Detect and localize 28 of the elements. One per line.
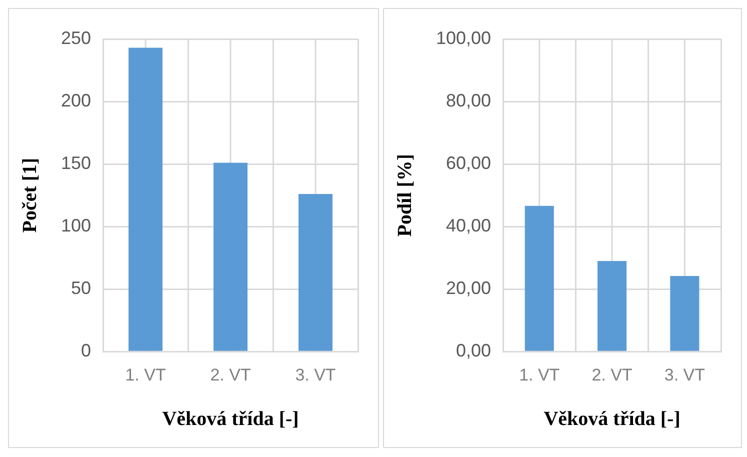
x-axis-title: Věková třída [-] (544, 408, 680, 430)
x-tick-label: 3. VT (664, 365, 705, 384)
y-tick-label: 40,00 (446, 216, 492, 236)
y-tick-label: 50 (71, 278, 92, 298)
y-axis-title: Počet [1] (19, 158, 42, 233)
x-tick-label: 1. VT (125, 365, 166, 384)
y-tick-label: 250 (60, 28, 92, 48)
x-tick-label: 3. VT (295, 365, 336, 384)
y-tick-label: 100,00 (436, 28, 492, 48)
bar (214, 162, 248, 351)
bar (597, 260, 627, 351)
bar (670, 276, 700, 351)
x-tick-label: 1. VT (519, 365, 560, 384)
y-axis-title: Podíl [%] (394, 154, 416, 237)
y-tick-label: 0 (81, 340, 92, 361)
bar (298, 194, 333, 351)
x-tick-label: 2. VT (210, 365, 251, 384)
y-tick-label: 200 (60, 90, 92, 110)
y-tick-label: 100 (60, 216, 92, 236)
bar (524, 206, 554, 351)
y-tick-label: 150 (60, 153, 92, 174)
y-tick-label: 80,00 (446, 90, 492, 110)
x-tick-label: 2. VT (592, 365, 632, 384)
bar (128, 48, 163, 351)
y-tick-label: 20,00 (446, 278, 492, 298)
y-tick-label: 0,00 (456, 340, 492, 361)
x-axis-title: Věková třída [-] (162, 408, 299, 430)
y-tick-label: 60,00 (446, 153, 492, 174)
